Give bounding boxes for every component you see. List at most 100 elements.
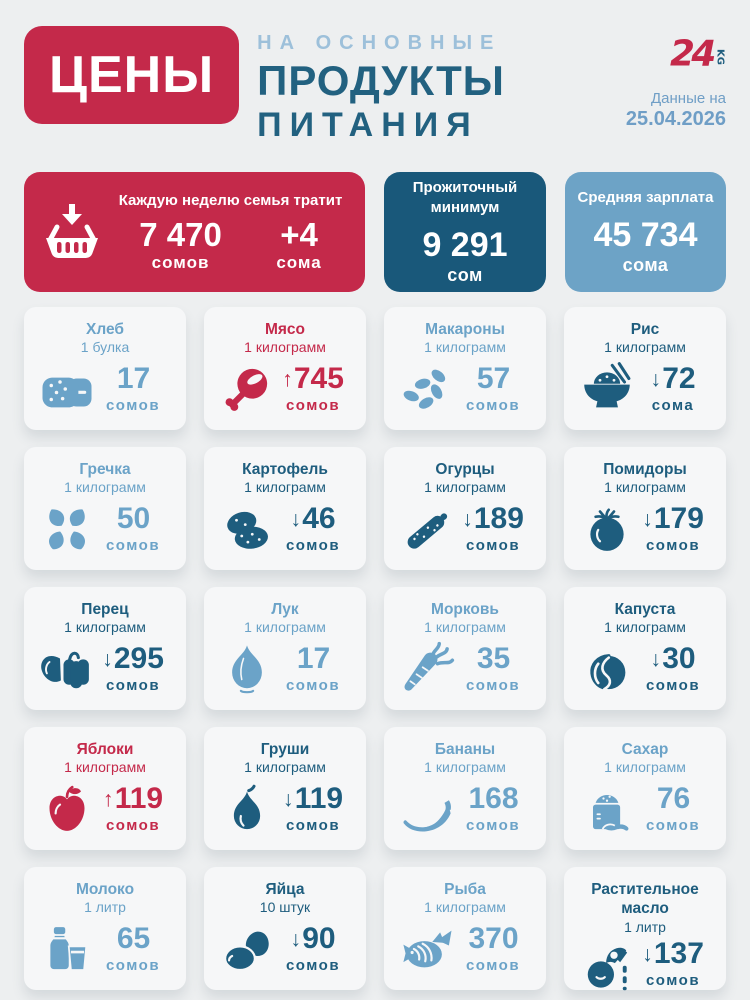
product-quantity: 1 килограмм	[424, 759, 506, 776]
svg-text:24: 24	[670, 33, 714, 74]
weekly-spend-label: Каждую неделю семья тратит	[118, 192, 343, 210]
product-name: Картофель	[242, 461, 328, 478]
trend-arrow: ↑	[102, 785, 114, 811]
subsistence-minimum-card: Прожиточный минимум 9 291 сом	[384, 172, 546, 292]
product-quantity: 1 килограмм	[424, 899, 506, 916]
product-card-potato: Картофель 1 килограмм ↓46 сомов	[204, 447, 366, 570]
product-name: Капуста	[614, 601, 676, 618]
product-name: Бананы	[434, 741, 496, 758]
product-unit: сомов	[105, 536, 161, 554]
average-salary-value: 45 734	[593, 216, 698, 255]
cucumber-icon	[399, 501, 455, 557]
product-card-oil: Растительное масло 1 литр ↓137 сомов	[564, 867, 726, 990]
potato-icon	[219, 501, 275, 557]
subsistence-minimum-label: Прожиточный минимум	[412, 179, 518, 216]
product-name: Огурцы	[435, 461, 495, 478]
product-card-fish: Рыба 1 килограмм 370 сомов	[384, 867, 546, 990]
pasta-icon	[399, 361, 455, 417]
trend-arrow: ↓	[642, 505, 653, 531]
tomato-icon	[579, 501, 635, 557]
product-name: Сахар	[621, 741, 669, 758]
weekly-spend-values: 7 470 сомов +4 сома	[112, 218, 349, 273]
product-name: Рис	[630, 321, 660, 338]
product-price: 168	[468, 781, 519, 815]
product-card-carrot: Морковь 1 килограмм 35 сомов	[384, 587, 546, 710]
subtitle-line-2: ПРОДУКТЫ	[257, 57, 505, 104]
product-price: 137	[653, 936, 704, 970]
product-price: 72	[662, 361, 696, 395]
product-quantity: 1 килограмм	[64, 479, 146, 496]
meat-icon	[219, 361, 275, 417]
product-name: Макароны	[425, 321, 505, 338]
trend-arrow: ↓	[650, 645, 662, 671]
subtitle-line-1: НА ОСНОВНЫЕ	[257, 32, 502, 54]
trend-arrow: ↓	[462, 505, 473, 531]
title-badge: ЦЕНЫ	[24, 26, 240, 124]
product-price: 745	[293, 361, 344, 395]
weekly-spend-amount: 7 470 сомов	[139, 218, 222, 273]
product-card-bread: Хлеб 1 булка 17 сомов	[24, 307, 186, 430]
product-price: 119	[294, 781, 344, 815]
weekly-spend-delta-group: +4 сома	[276, 218, 321, 273]
product-name: Гречка	[79, 461, 131, 478]
weekly-spend-unit: сомов	[151, 252, 210, 272]
product-quantity: 1 килограмм	[424, 619, 506, 636]
product-card-milk: Молоко 1 литр 65 сомов	[24, 867, 186, 990]
product-quantity: 1 килограмм	[604, 339, 686, 356]
product-name: Мясо	[264, 321, 306, 338]
trend-arrow: ↓	[102, 645, 113, 671]
product-unit: сомов	[465, 816, 521, 834]
product-quantity: 1 килограмм	[244, 479, 326, 496]
average-salary-unit: сома	[622, 255, 669, 276]
product-name: Рыба	[444, 881, 486, 898]
product-unit: сомов	[645, 536, 701, 554]
product-name: Груши	[260, 741, 310, 758]
apple-icon	[39, 781, 95, 837]
product-quantity: 1 килограмм	[244, 339, 326, 356]
product-quantity: 1 килограмм	[424, 479, 506, 496]
average-salary-card: Средняя зарплата 45 734 сома	[565, 172, 726, 292]
trend-arrow: ↓	[282, 785, 294, 811]
product-name: Яйца	[265, 881, 305, 898]
product-name: Перец	[81, 601, 129, 618]
subsistence-minimum-value: 9 291	[422, 226, 508, 264]
product-quantity: 1 килограмм	[604, 619, 686, 636]
trend-arrow: ↓	[650, 365, 662, 391]
data-date: Данные на 25.04.2026	[626, 90, 726, 129]
product-price: 370	[468, 921, 519, 955]
subtitle-line-3: ПИТАНИЯ	[257, 106, 479, 144]
product-name: Яблоки	[76, 741, 134, 758]
product-card-pear: Груши 1 килограмм ↓119 сомов	[204, 727, 366, 850]
product-price: 189	[473, 501, 524, 535]
pepper-icon	[39, 641, 95, 697]
product-card-pepper: Перец 1 килограмм ↓295 сомов	[24, 587, 186, 710]
product-unit: сомов	[465, 676, 521, 694]
product-quantity: 1 килограмм	[604, 759, 686, 776]
product-card-buckwheat: Гречка 1 килограмм 50 сомов	[24, 447, 186, 570]
product-price: 90	[302, 921, 336, 955]
product-name: Морковь	[431, 601, 499, 618]
product-card-cucumber: Огурцы 1 килограмм ↓189 сомов	[384, 447, 546, 570]
product-quantity: 1 килограмм	[604, 479, 686, 496]
product-quantity: 1 килограмм	[244, 759, 326, 776]
product-unit: сома	[651, 396, 695, 414]
date-label: Данные на	[651, 90, 726, 107]
product-card-eggs: Яйца 10 штук ↓90 сомов	[204, 867, 366, 990]
cabbage-icon	[579, 641, 635, 697]
product-card-sugar: Сахар 1 килограмм 76 сомов	[564, 727, 726, 850]
milk-icon	[39, 921, 95, 977]
product-card-rice: Рис 1 килограмм ↓72 сома	[564, 307, 726, 430]
product-card-cabbage: Капуста 1 килограмм ↓30 сомов	[564, 587, 726, 710]
product-quantity: 1 литр	[84, 899, 126, 916]
product-price: 57	[476, 361, 511, 395]
fish-icon	[399, 921, 455, 977]
onion-icon	[219, 641, 275, 697]
product-name: Хлеб	[86, 321, 124, 338]
product-price: 295	[113, 641, 164, 675]
product-quantity: 1 булка	[80, 339, 130, 356]
brand-block: 24 KG Данные на 25.04.2026	[626, 26, 726, 129]
date-value: 25.04.2026	[625, 107, 726, 130]
product-unit: сомов	[105, 396, 161, 414]
rice-bowl-icon	[579, 361, 635, 417]
